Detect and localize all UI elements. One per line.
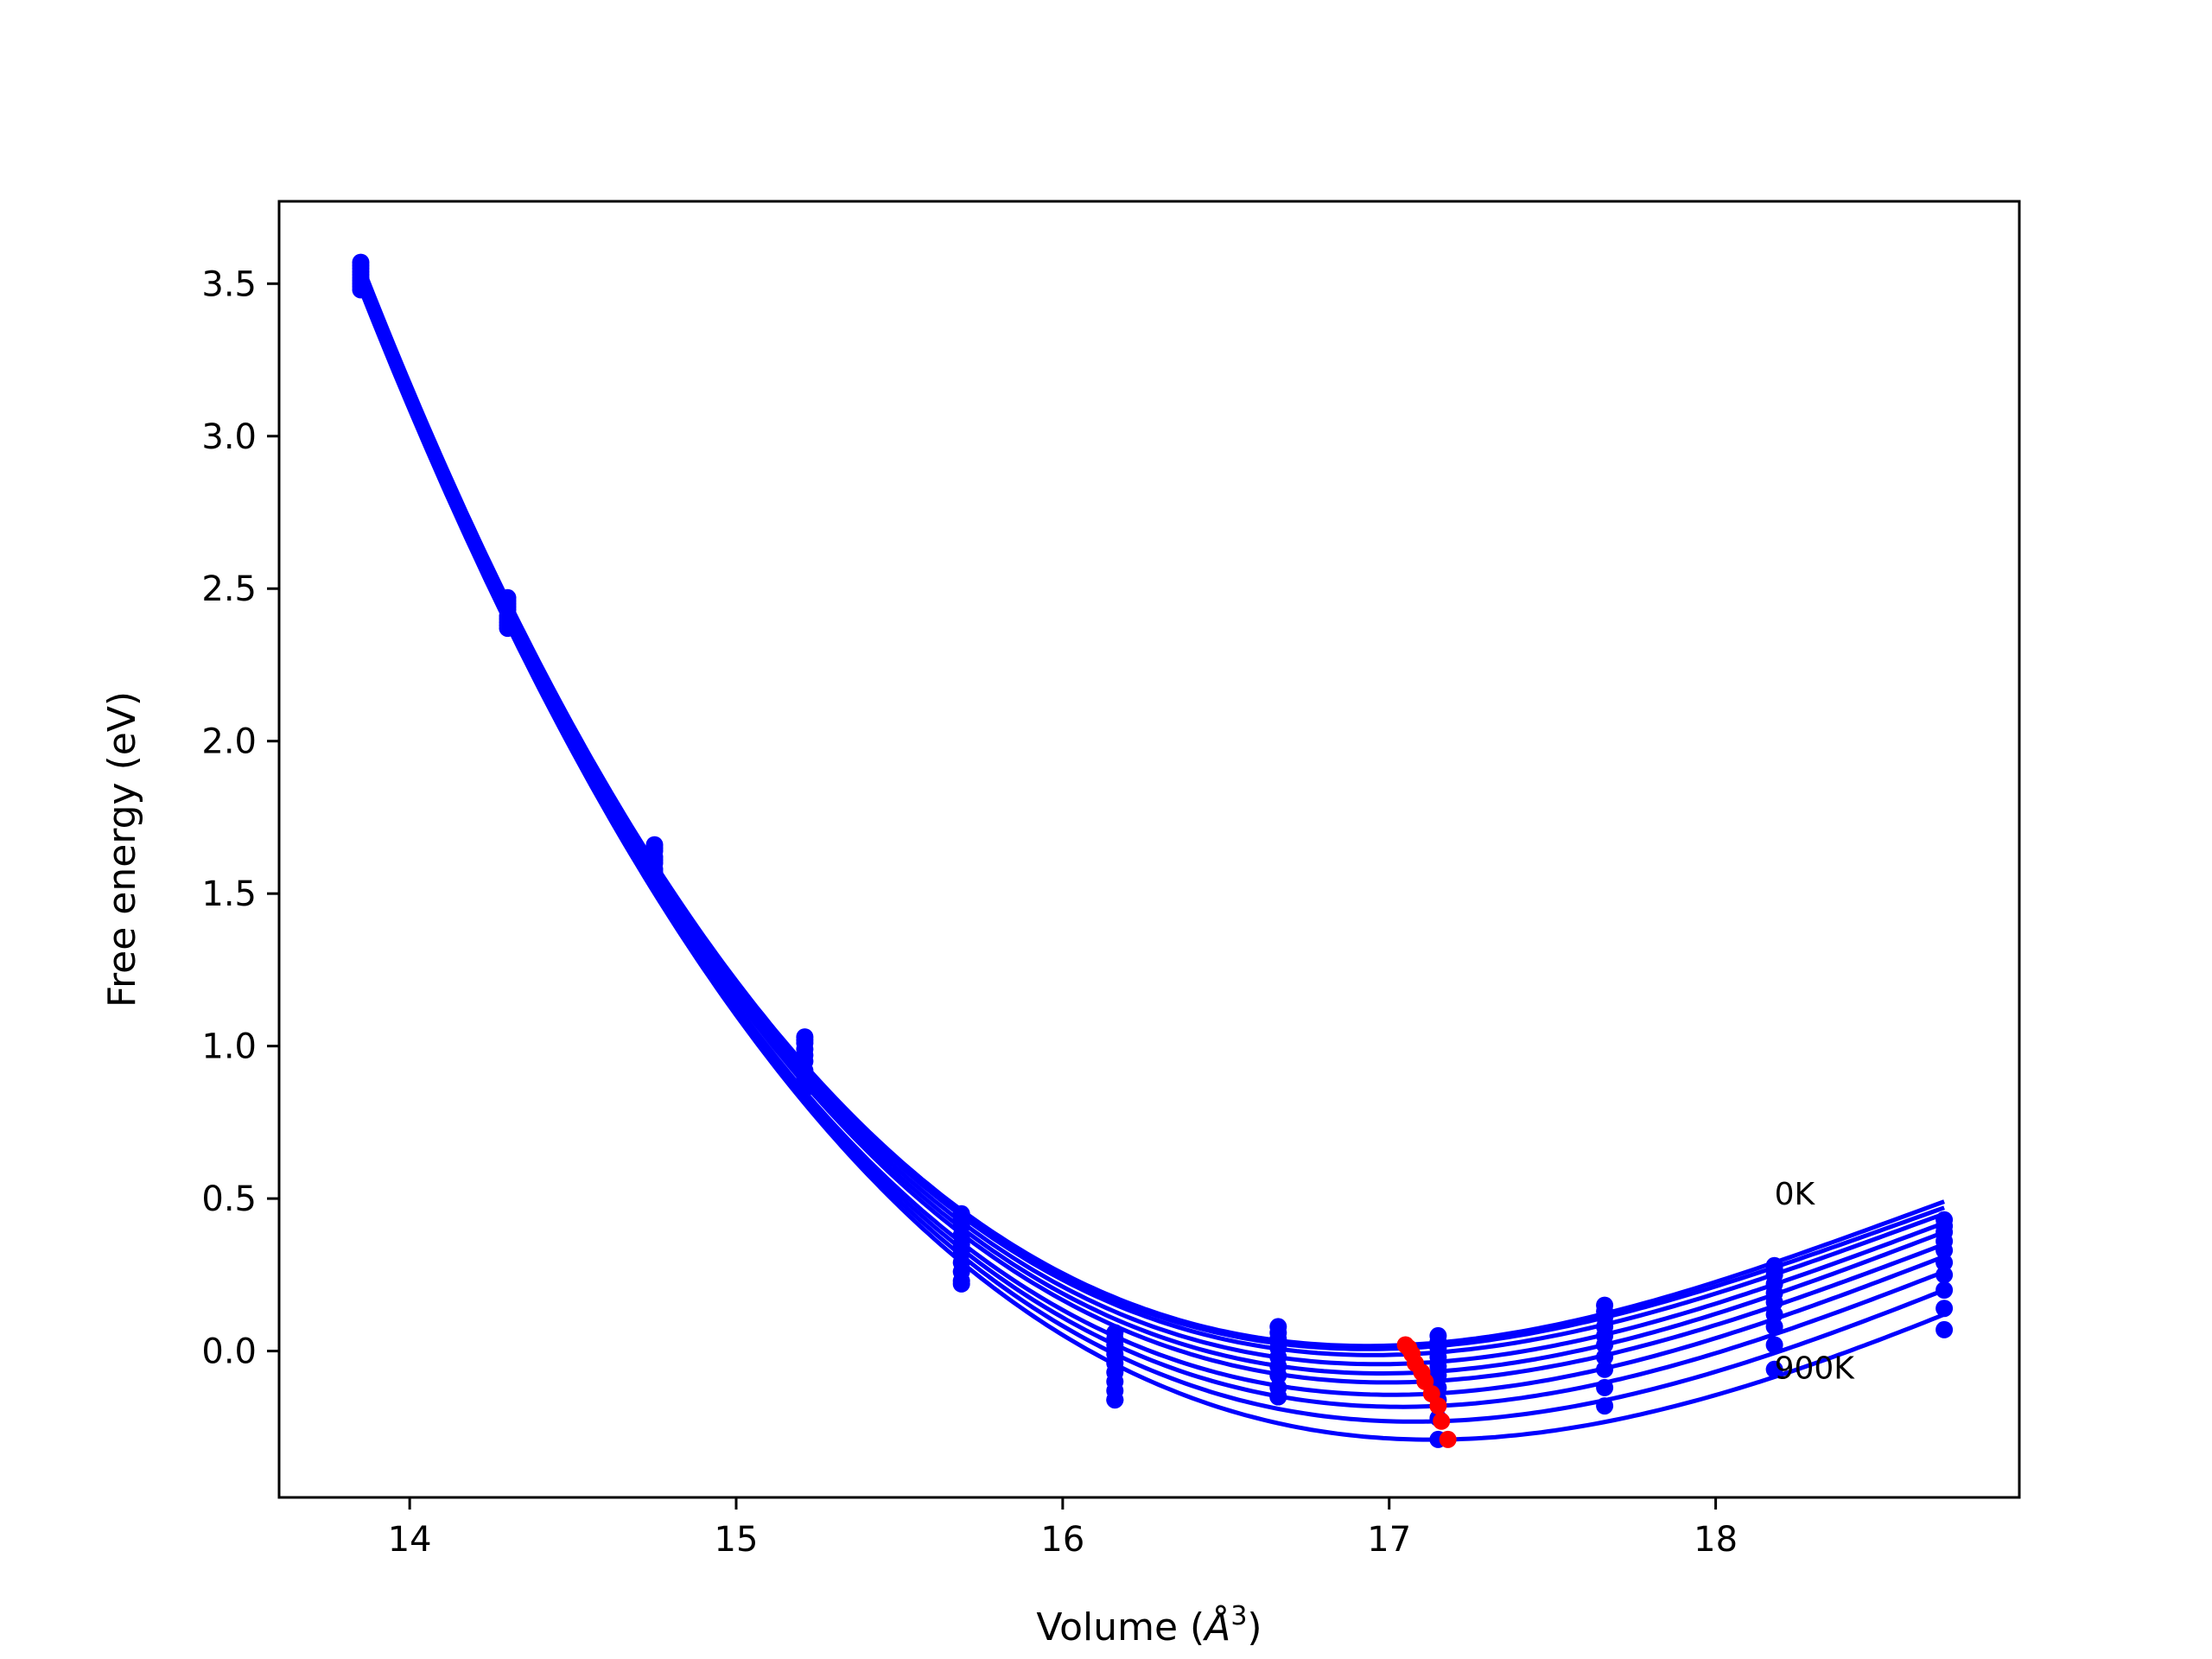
y-axis: 0.0 0.5 1.0 1.5 2.0 2.5 3.0 3.5	[201, 264, 279, 1372]
data-point	[1936, 1254, 1954, 1272]
x-axis-label-text: Volume (	[1036, 1605, 1205, 1649]
x-axis-label-close: )	[1247, 1605, 1262, 1649]
data-point	[1596, 1336, 1614, 1354]
minima-layer	[1396, 1336, 1457, 1448]
curve-annotation: 900K	[1775, 1351, 1856, 1386]
minimum-point	[1439, 1430, 1457, 1448]
data-point	[1596, 1378, 1614, 1396]
data-point	[1936, 1266, 1954, 1284]
y-tick-label: 1.5	[201, 874, 257, 914]
minimum-point	[1429, 1397, 1447, 1415]
data-point	[1765, 1294, 1783, 1312]
curves-layer	[359, 261, 1946, 1442]
data-point	[1596, 1397, 1614, 1415]
x-tick-label: 15	[715, 1520, 759, 1560]
plot-frame	[277, 200, 2021, 1499]
x-axis-label-unit: Å	[1202, 1604, 1230, 1649]
y-tick-label: 3.0	[201, 417, 257, 457]
x-tick-label: 16	[1040, 1520, 1084, 1560]
x-axis-label: Volume (Å3)	[1036, 1601, 1262, 1649]
y-tick-label: 2.0	[201, 722, 257, 762]
y-axis-label: Free energy (eV)	[100, 691, 144, 1007]
series-curve	[359, 276, 1945, 1385]
data-point	[1765, 1360, 1783, 1378]
data-point	[1269, 1388, 1287, 1406]
data-point	[1106, 1391, 1124, 1409]
y-tick-label: 1.0	[201, 1027, 257, 1067]
data-point	[645, 869, 664, 887]
data-point	[1765, 1318, 1783, 1336]
curve-annotation: 0K	[1775, 1177, 1816, 1212]
y-tick-label: 0.0	[201, 1332, 257, 1372]
y-tick-label: 0.5	[201, 1179, 257, 1219]
data-point	[352, 281, 370, 299]
data-point	[952, 1274, 970, 1293]
x-tick-label: 17	[1367, 1520, 1411, 1560]
y-tick-label: 3.5	[201, 264, 257, 304]
y-tick-label: 2.5	[201, 569, 257, 609]
series-curve	[359, 289, 1946, 1442]
data-point	[1596, 1348, 1614, 1366]
data-point	[796, 1080, 814, 1098]
x-tick-label: 18	[1694, 1520, 1738, 1560]
x-axis-label-exponent: 3	[1230, 1601, 1247, 1631]
x-tick-label: 14	[388, 1520, 432, 1560]
points-layer	[352, 253, 1954, 1448]
data-point	[1269, 1366, 1287, 1384]
data-point	[1936, 1320, 1954, 1338]
data-point	[499, 620, 517, 638]
data-point	[1596, 1360, 1614, 1378]
data-point	[1936, 1281, 1954, 1299]
data-point	[1936, 1300, 1954, 1318]
annotations: 0K 900K	[1775, 1177, 1856, 1386]
minimum-point	[1433, 1412, 1451, 1430]
data-point	[1936, 1242, 1954, 1260]
data-point	[1765, 1336, 1783, 1354]
data-point	[1765, 1306, 1783, 1324]
data-point	[1429, 1366, 1447, 1384]
x-axis: 14 15 16 17 18	[388, 1497, 1738, 1560]
